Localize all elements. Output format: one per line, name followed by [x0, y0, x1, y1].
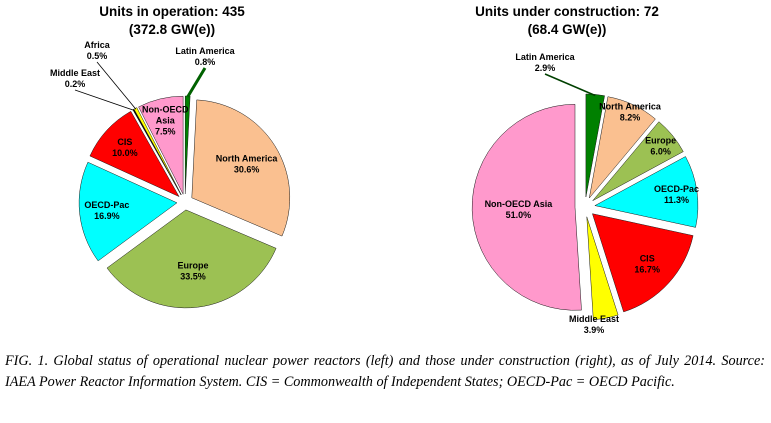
pie-label-oecd-pac: OECD-Pac 11.3% — [654, 184, 699, 205]
pie-slice-middle-east — [586, 216, 619, 320]
left-chart-subtitle: (372.8 GW(e)) — [128, 22, 216, 37]
leader-line-middle-east — [74, 89, 134, 111]
left-chart-title: Units in operation: 435 — [99, 4, 245, 19]
pie-slice-non-oecd-asia — [471, 104, 582, 311]
pie-label-non-oecd-asia: Non-OECD Asia 51.0% — [485, 199, 554, 220]
leader-line-latin-america — [544, 73, 596, 97]
right-chart-title: Units under construction: 72 — [475, 4, 659, 19]
pie-slice-oecd-pac — [594, 156, 699, 228]
pie-label-north-america: North America 30.6% — [216, 153, 279, 174]
left-chart-title-block: Units in operation: 435 (372.8 GW(e)) — [0, 3, 344, 39]
right-chart-title-block: Units under construction: 72 (68.4 GW(e)… — [386, 3, 748, 39]
pie-label-europe: Europe 6.0% — [645, 135, 676, 156]
pie-slice-cis — [89, 110, 180, 198]
leader-line-africa — [96, 61, 137, 110]
pie-slice-oecd-pac — [78, 161, 178, 262]
pie-label-north-america: North America 8.2% — [599, 101, 662, 122]
pie-slice-north-america — [588, 96, 656, 199]
pie-label-cis: CIS 16.7% — [634, 254, 660, 275]
figure-caption: FIG. 1. Global status of operational nuc… — [5, 353, 765, 391]
pie-slice-europe — [106, 209, 277, 309]
pie-slice-non-oecd-asia — [138, 95, 184, 195]
pie-chart-units-in-operation: Latin America 0.8% North America 30.6% Europ… — [50, 40, 291, 309]
right-chart-subtitle: (68.4 GW(e)) — [527, 22, 607, 37]
pie-label-latin-america: Latin America 2.9% — [515, 52, 575, 73]
pie-label-oecd-pac: OECD-Pac 16.9% — [84, 200, 129, 221]
pie-label-africa: Africa 0.5% — [84, 40, 111, 61]
pie-slice-north-america — [191, 99, 291, 237]
pie-label-middle-east: Middle East 3.9% — [569, 314, 619, 335]
pie-slice-latin-america — [585, 93, 605, 198]
pie-slice-cis — [592, 213, 694, 313]
pie-slice-europe — [592, 121, 684, 201]
leader-line-latin-america — [186, 67, 207, 98]
pie-label-non-oecd-asia: Non-OECD Asia 7.5% — [142, 104, 189, 136]
pie-label-middle-east: Middle East 0.2% — [50, 68, 100, 89]
pie-label-latin-america: Latin America 0.8% — [175, 46, 235, 67]
pie-chart-units-under-construction: Latin America 2.9% North America 8.2% Europe… — [471, 52, 699, 335]
pie-label-cis: CIS 10.0% — [112, 137, 138, 158]
pie-label-europe: Europe 33.5% — [177, 260, 208, 281]
